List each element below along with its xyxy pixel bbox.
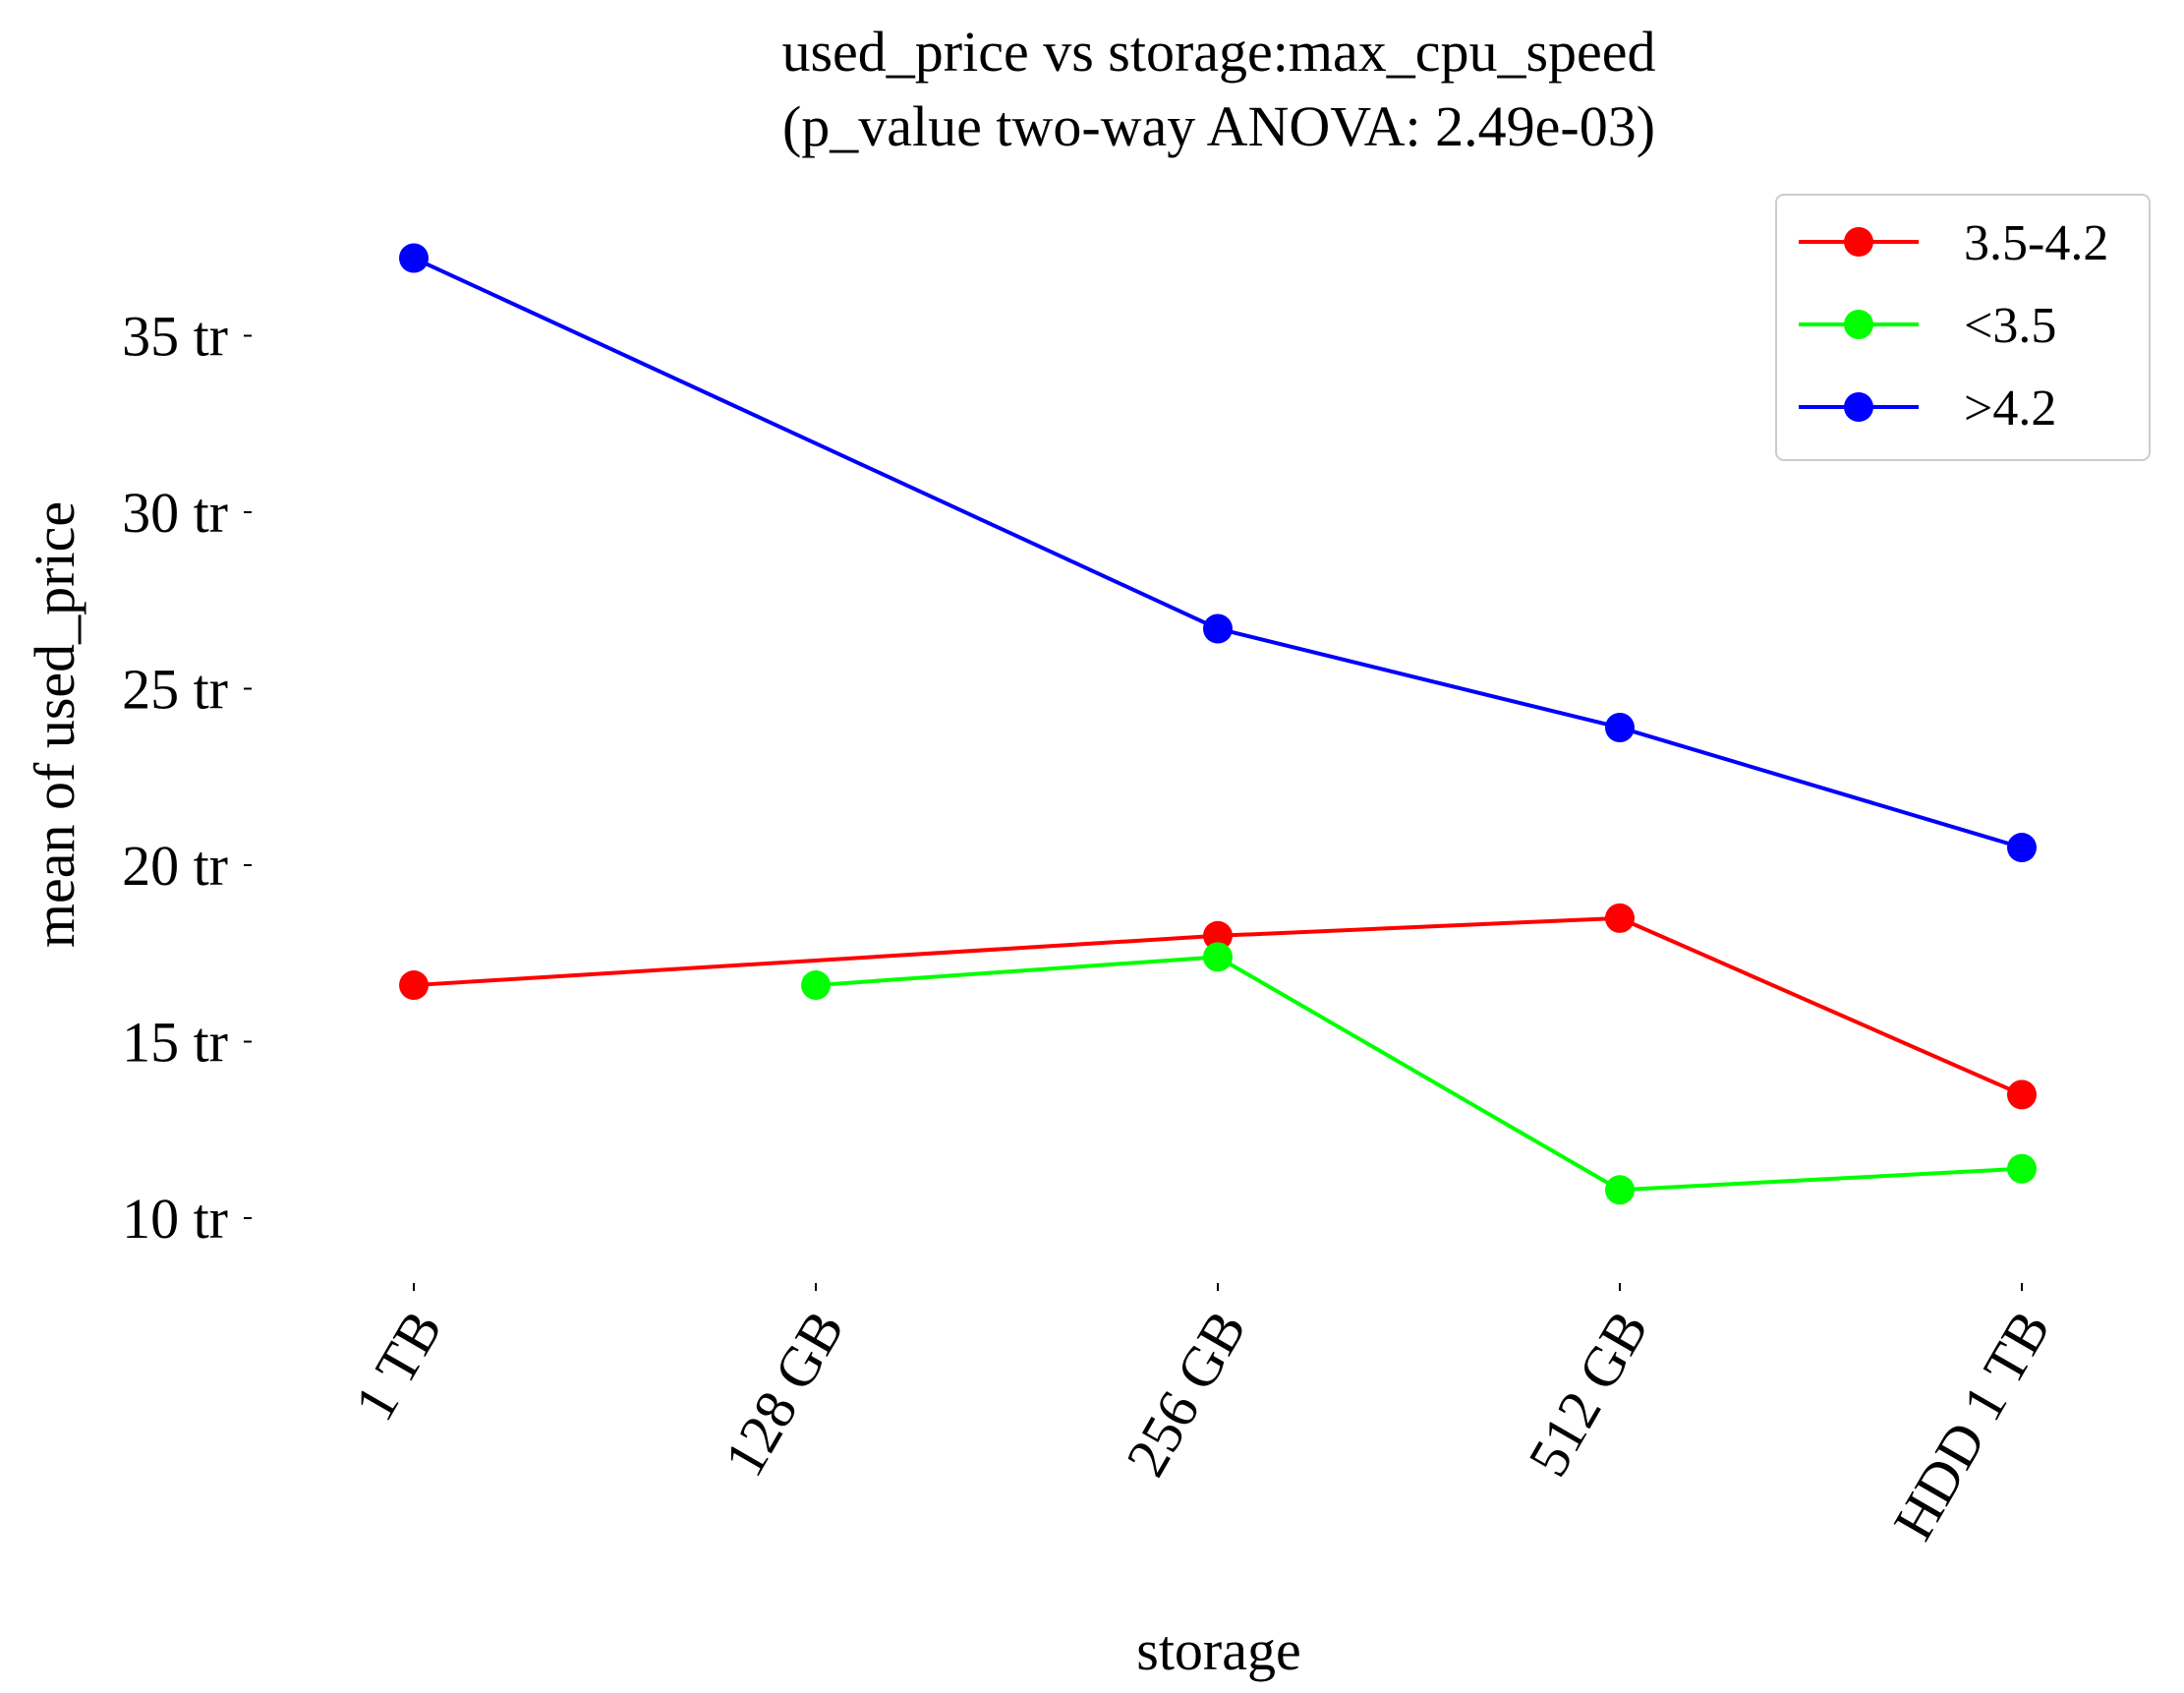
x-axis-label: storage <box>1136 1618 1301 1682</box>
x-tick-label: 512 GB <box>1516 1300 1660 1487</box>
data-point <box>1605 903 1635 933</box>
y-tick-label: 10 tr <box>122 1187 228 1251</box>
x-tick-label: 1 TB <box>342 1300 455 1430</box>
y-tick-label: 25 tr <box>122 658 228 722</box>
data-point <box>1605 1175 1635 1205</box>
series-layer <box>399 243 2037 1205</box>
data-point <box>2007 1153 2037 1184</box>
data-point <box>2007 833 2037 863</box>
series-line <box>413 256 2023 849</box>
data-point <box>1605 712 1635 742</box>
data-point <box>1203 613 1233 644</box>
y-tick-label: 35 tr <box>122 305 228 369</box>
data-point <box>2007 1080 2037 1110</box>
legend: 3.5-4.2 <3.5 >4.2 <box>1775 194 2151 461</box>
y-axis-label: mean of used_price <box>23 501 86 948</box>
legend-swatch-marker <box>1844 227 1873 257</box>
legend-box <box>1775 194 2151 461</box>
y-tick-label: 20 tr <box>122 834 228 898</box>
data-point <box>399 243 429 273</box>
data-point <box>1203 920 1233 951</box>
x-tick-label: 128 GB <box>712 1300 856 1487</box>
series-line <box>815 955 2023 1193</box>
y-tick-label: 30 tr <box>122 481 228 545</box>
x-tick-label: HDD 1 TB <box>1881 1300 2063 1550</box>
legend-label: >4.2 <box>1964 380 2056 437</box>
legend-swatch-marker <box>1844 310 1873 339</box>
chart-title-line1: used_price vs storage:max_cpu_speed <box>781 20 1655 84</box>
x-tick-label: 256 GB <box>1114 1300 1258 1487</box>
legend-swatch-marker <box>1844 392 1873 422</box>
y-tick-label: 15 tr <box>122 1011 228 1075</box>
legend-label: 3.5-4.2 <box>1964 215 2108 271</box>
data-point <box>801 970 831 1001</box>
x-axis-ticks: 1 TB 128 GB 256 GB 512 GB HDD 1 TB <box>342 1283 2063 1550</box>
legend-label: <3.5 <box>1964 298 2056 354</box>
y-axis-ticks: 10 tr 15 tr 20 tr 25 tr 30 tr 35 tr <box>122 305 252 1251</box>
data-point <box>1203 942 1233 972</box>
chart-title-line2: (p_value two-way ANOVA: 2.49e-03) <box>782 94 1655 158</box>
series-line <box>413 915 2023 1097</box>
data-point <box>399 970 429 1001</box>
